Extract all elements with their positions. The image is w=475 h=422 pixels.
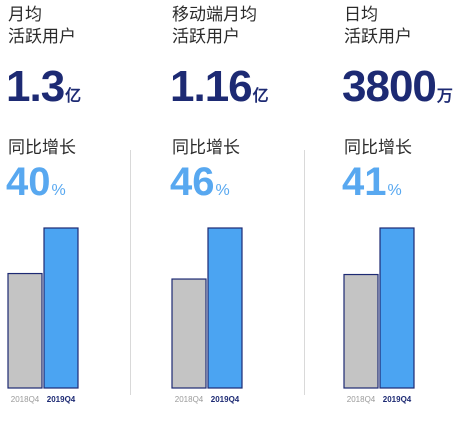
x-tick-label: 2018Q4 bbox=[347, 395, 376, 404]
panel-daily-active-users: 日均 活跃用户 3800万 同比增长 41% 2018Q4 2019Q4 bbox=[336, 0, 475, 422]
growth-number: 41 bbox=[342, 160, 387, 204]
metric-unit: 亿 bbox=[253, 88, 269, 105]
growth-label: 同比增长 bbox=[344, 133, 412, 158]
bar-2019q4 bbox=[44, 228, 78, 388]
divider bbox=[130, 150, 131, 395]
growth-number: 46 bbox=[170, 160, 215, 204]
bar-chart: 2018Q4 2019Q4 bbox=[336, 220, 475, 410]
bar-chart: 2018Q4 2019Q4 bbox=[0, 220, 158, 410]
panel-monthly-active-users: 月均 活跃用户 1.3亿 同比增长 40% 2018Q4 2019Q4 bbox=[0, 0, 158, 422]
panel-mobile-monthly-active-users: 移动端月均 活跃用户 1.16亿 同比增长 46% 2018Q4 2019Q4 bbox=[164, 0, 322, 422]
bar-2019q4 bbox=[380, 228, 414, 388]
title-line-2: 活跃用户 bbox=[172, 26, 257, 48]
title-line-1: 移动端月均 bbox=[172, 4, 257, 26]
growth-unit: % bbox=[52, 182, 66, 199]
title-line-1: 月均 bbox=[8, 4, 76, 26]
growth-value: 46% bbox=[170, 160, 230, 205]
bar-2018q4 bbox=[344, 275, 378, 388]
growth-value: 41% bbox=[342, 160, 402, 205]
title-line-2: 活跃用户 bbox=[344, 26, 412, 48]
growth-label: 同比增长 bbox=[8, 133, 76, 158]
growth-value: 40% bbox=[6, 160, 66, 205]
title-line-1: 日均 bbox=[344, 4, 412, 26]
metric-value: 1.16亿 bbox=[170, 62, 269, 112]
growth-number: 40 bbox=[6, 160, 51, 204]
divider bbox=[304, 150, 305, 395]
growth-unit: % bbox=[388, 182, 402, 199]
bar-2018q4 bbox=[172, 279, 206, 388]
metric-number: 3800 bbox=[342, 62, 436, 111]
metric-number: 1.16 bbox=[170, 62, 252, 111]
metric-value: 1.3亿 bbox=[6, 62, 81, 112]
x-tick-label: 2019Q4 bbox=[383, 395, 412, 404]
x-tick-label: 2018Q4 bbox=[11, 395, 40, 404]
bar-2018q4 bbox=[8, 274, 42, 388]
metric-value: 3800万 bbox=[342, 62, 453, 112]
x-tick-label: 2019Q4 bbox=[47, 395, 76, 404]
panel-title: 日均 活跃用户 bbox=[344, 4, 412, 48]
panel-title: 移动端月均 活跃用户 bbox=[172, 4, 257, 48]
growth-label: 同比增长 bbox=[172, 133, 240, 158]
bar-2019q4 bbox=[208, 228, 242, 388]
x-tick-label: 2018Q4 bbox=[175, 395, 204, 404]
bar-chart: 2018Q4 2019Q4 bbox=[164, 220, 322, 410]
metric-unit: 万 bbox=[437, 88, 453, 105]
title-line-2: 活跃用户 bbox=[8, 26, 76, 48]
metric-number: 1.3 bbox=[6, 62, 64, 111]
growth-unit: % bbox=[216, 182, 230, 199]
x-tick-label: 2019Q4 bbox=[211, 395, 240, 404]
panel-title: 月均 活跃用户 bbox=[8, 4, 76, 48]
metric-unit: 亿 bbox=[65, 88, 81, 105]
